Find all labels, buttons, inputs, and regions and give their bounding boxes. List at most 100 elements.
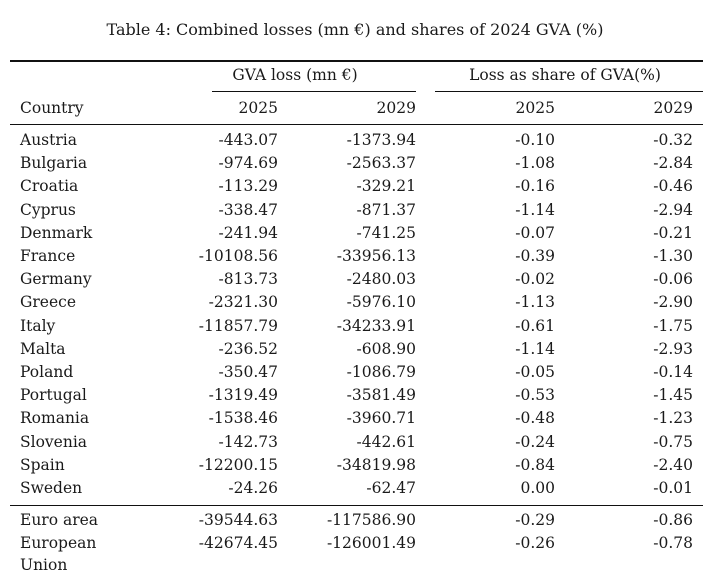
row-gva-2025: -241.94: [218, 224, 278, 242]
row-share-2029: -0.46: [653, 177, 693, 195]
row-country: Bulgaria: [20, 154, 88, 172]
row-gva-2029: -442.61: [356, 433, 416, 451]
row-gva-2025: -350.47: [218, 363, 278, 381]
row-share-2029: -2.84: [653, 154, 693, 172]
total-country: European: [20, 534, 97, 552]
row-share-2029: -0.21: [653, 224, 693, 242]
total-country: Euro area: [20, 511, 99, 529]
row-share-2029: -0.14: [653, 363, 693, 381]
row-share-2029: -2.93: [653, 340, 693, 358]
total-gva-2025: -42674.45: [198, 534, 278, 552]
row-gva-2025: -813.73: [218, 270, 278, 288]
table-caption: Table 4: Combined losses (mn €) and shar…: [106, 20, 604, 39]
row-gva-2025: -1319.49: [208, 386, 278, 404]
row-share-2029: -0.06: [653, 270, 693, 288]
row-share-2025: -0.53: [515, 386, 555, 404]
row-share-2025: -0.02: [515, 270, 555, 288]
row-share-2025: -1.14: [515, 201, 555, 219]
row-country: Slovenia: [20, 433, 88, 451]
row-country: Romania: [20, 409, 90, 427]
row-share-2025: -1.08: [515, 154, 555, 172]
row-share-2029: -2.40: [653, 456, 693, 474]
header-rule: [10, 124, 703, 125]
row-gva-2029: -33956.13: [336, 247, 416, 265]
row-gva-2025: -338.47: [218, 201, 278, 219]
row-share-2025: -1.13: [515, 293, 555, 311]
total-gva-2025: -39544.63: [198, 511, 278, 529]
row-gva-2025: -236.52: [218, 340, 278, 358]
row-gva-2029: -62.47: [366, 479, 416, 497]
row-share-2029: -0.75: [653, 433, 693, 451]
row-country: Denmark: [20, 224, 93, 242]
row-gva-2029: -1086.79: [346, 363, 416, 381]
row-gva-2029: -329.21: [356, 177, 416, 195]
row-share-2029: -1.30: [653, 247, 693, 265]
top-rule: [10, 60, 703, 62]
group-rule-share: [435, 91, 703, 92]
row-share-2029: -2.90: [653, 293, 693, 311]
row-gva-2029: -3581.49: [346, 386, 416, 404]
row-share-2025: -0.07: [515, 224, 555, 242]
header-country: Country: [20, 99, 84, 117]
row-share-2025: -0.24: [515, 433, 555, 451]
row-gva-2025: -142.73: [218, 433, 278, 451]
row-share-2025: -0.05: [515, 363, 555, 381]
row-country: Austria: [20, 131, 77, 149]
row-share-2025: -0.16: [515, 177, 555, 195]
row-country: Sweden: [20, 479, 83, 497]
row-country: Greece: [20, 293, 76, 311]
header-gva-2029: 2029: [376, 99, 416, 117]
row-gva-2029: -2563.37: [346, 154, 416, 172]
total-country-cont: Union: [20, 556, 68, 574]
row-country: Poland: [20, 363, 74, 381]
header-gva-2025: 2025: [238, 99, 278, 117]
row-country: Germany: [20, 270, 92, 288]
row-country: France: [20, 247, 76, 265]
row-gva-2025: -974.69: [218, 154, 278, 172]
row-share-2025: -0.61: [515, 317, 555, 335]
row-share-2025: -0.10: [515, 131, 555, 149]
row-gva-2029: -1373.94: [346, 131, 416, 149]
totals-rule: [10, 505, 703, 506]
row-country: Portugal: [20, 386, 87, 404]
row-gva-2029: -608.90: [356, 340, 416, 358]
row-share-2025: -0.39: [515, 247, 555, 265]
total-share-2029: -0.86: [653, 511, 693, 529]
row-gva-2025: -1538.46: [208, 409, 278, 427]
row-gva-2025: -24.26: [228, 479, 278, 497]
row-gva-2029: -741.25: [356, 224, 416, 242]
row-gva-2029: -5976.10: [346, 293, 416, 311]
row-country: Cyprus: [20, 201, 76, 219]
group-header-gva-loss: GVA loss (mn €): [232, 66, 358, 84]
row-gva-2029: -3960.71: [346, 409, 416, 427]
row-share-2029: -0.32: [653, 131, 693, 149]
total-share-2025: -0.29: [515, 511, 555, 529]
row-country: Italy: [20, 317, 56, 335]
row-share-2029: -1.75: [653, 317, 693, 335]
row-share-2025: 0.00: [520, 479, 555, 497]
group-header-share: Loss as share of GVA(%): [469, 66, 661, 84]
row-gva-2025: -113.29: [218, 177, 278, 195]
row-gva-2029: -34233.91: [336, 317, 416, 335]
row-share-2025: -1.14: [515, 340, 555, 358]
header-share-2029: 2029: [653, 99, 693, 117]
row-gva-2025: -12200.15: [198, 456, 278, 474]
total-gva-2029: -126001.49: [326, 534, 416, 552]
total-gva-2029: -117586.90: [326, 511, 416, 529]
row-gva-2029: -34819.98: [336, 456, 416, 474]
row-gva-2025: -11857.79: [198, 317, 278, 335]
row-gva-2025: -443.07: [218, 131, 278, 149]
group-rule-gva: [212, 91, 416, 92]
row-share-2025: -0.84: [515, 456, 555, 474]
row-gva-2025: -10108.56: [198, 247, 278, 265]
row-country: Spain: [20, 456, 65, 474]
row-share-2029: -1.45: [653, 386, 693, 404]
row-country: Croatia: [20, 177, 79, 195]
total-share-2025: -0.26: [515, 534, 555, 552]
row-share-2025: -0.48: [515, 409, 555, 427]
header-share-2025: 2025: [515, 99, 555, 117]
row-gva-2025: -2321.30: [208, 293, 278, 311]
row-share-2029: -2.94: [653, 201, 693, 219]
row-gva-2029: -871.37: [356, 201, 416, 219]
row-gva-2029: -2480.03: [346, 270, 416, 288]
